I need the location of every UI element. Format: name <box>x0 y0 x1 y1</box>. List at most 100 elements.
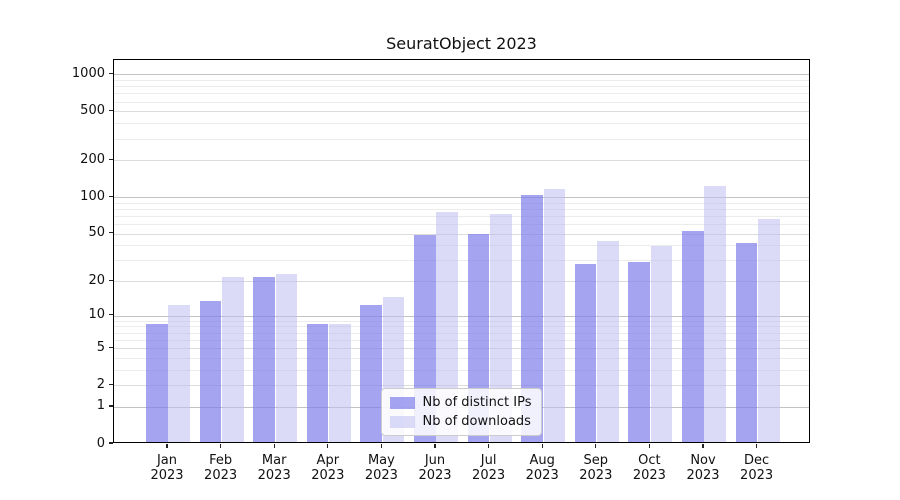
gridline-70 <box>114 215 809 217</box>
x-tick-mark-may <box>380 444 383 448</box>
gridline-4 <box>114 357 809 359</box>
bar-ips-aug <box>521 195 543 442</box>
bar-ips-feb <box>199 300 222 442</box>
bar-ips-dec <box>735 243 758 442</box>
x-tick-label-jan: Jan 2023 <box>150 453 184 483</box>
gridline-10 <box>114 315 809 317</box>
gridline-50 <box>114 233 809 235</box>
x-tick-mark-dec <box>756 444 758 448</box>
y-tick-label-1000: 1000 <box>71 65 105 81</box>
gridline-2 <box>114 385 809 387</box>
y-tick-mark-100 <box>109 195 113 197</box>
x-tick-mark-apr <box>327 444 329 448</box>
bar-ips-mar <box>253 276 275 442</box>
bar-downloads-sep <box>597 240 619 442</box>
y-tick-mark-1 <box>109 405 113 407</box>
x-tick-label-oct: Oct 2023 <box>632 453 666 483</box>
y-tick-mark-50 <box>109 232 113 234</box>
x-tick-label-aug: Aug 2023 <box>525 453 559 483</box>
gridline-60 <box>114 224 809 225</box>
x-tick-mark-jul <box>488 444 490 448</box>
y-tick-mark-5 <box>109 346 113 348</box>
x-tick-label-apr: Apr 2023 <box>311 453 345 483</box>
y-tick-label-200: 200 <box>80 151 105 167</box>
x-tick-mark-sep <box>595 444 597 448</box>
bar-downloads-jun <box>436 212 459 442</box>
bar-downloads-feb <box>222 276 244 442</box>
bar-ips-jan <box>145 324 168 442</box>
y-tick-label-100: 100 <box>80 188 105 204</box>
gridline-30 <box>114 260 809 262</box>
y-tick-label-2: 2 <box>96 376 105 392</box>
bar-downloads-jul <box>490 213 512 442</box>
gridline-8 <box>114 326 809 328</box>
x-tick-label-nov: Nov 2023 <box>686 453 720 483</box>
bar-ips-oct <box>628 261 650 442</box>
bar-ips-may <box>360 304 382 442</box>
y-tick-mark-200 <box>109 158 113 160</box>
bar-downloads-apr <box>329 324 351 442</box>
gridline-5 <box>114 348 809 350</box>
legend-label-downloads: Nb of downloads <box>422 414 531 429</box>
gridline-90 <box>114 202 809 204</box>
x-tick-mark-mar <box>273 444 275 448</box>
x-tick-label-dec: Dec 2023 <box>740 453 774 483</box>
plot-area: Nb of distinct IPs Nb of downloads <box>113 59 810 443</box>
gridline-700 <box>114 93 809 95</box>
bar-ips-nov <box>681 230 704 442</box>
y-tick-label-500: 500 <box>80 102 105 118</box>
x-tick-mark-jan <box>166 444 168 448</box>
bar-downloads-dec <box>758 218 780 442</box>
x-tick-mark-oct <box>648 444 651 448</box>
gridline-100 <box>114 197 809 199</box>
y-tick-mark-10 <box>109 314 113 316</box>
bar-downloads-jan <box>168 304 191 442</box>
y-tick-mark-1000 <box>109 72 113 74</box>
gridline-20 <box>114 281 809 283</box>
bar-ips-sep <box>574 263 597 442</box>
gridline-300 <box>114 138 809 140</box>
bar-ips-apr <box>306 324 329 442</box>
y-tick-mark-2 <box>109 383 113 385</box>
x-tick-label-jun: Jun 2023 <box>418 453 452 483</box>
bar-downloads-oct <box>650 246 673 442</box>
gridline-1000 <box>114 74 809 76</box>
x-tick-mark-nov <box>702 444 704 448</box>
gridline-3 <box>114 369 809 371</box>
gridline-80 <box>114 208 809 210</box>
x-tick-label-feb: Feb 2023 <box>204 453 238 483</box>
legend-row-ips: Nb of distinct IPs <box>389 395 532 410</box>
y-tick-label-10: 10 <box>88 307 105 323</box>
y-tick-mark-0 <box>109 442 113 444</box>
x-tick-mark-feb <box>220 444 222 448</box>
bar-downloads-aug <box>543 189 566 442</box>
gridline-200 <box>114 160 809 162</box>
gridline-9 <box>114 320 809 322</box>
y-tick-label-0: 0 <box>96 435 105 451</box>
gridline-40 <box>114 245 809 247</box>
bar-downloads-nov <box>704 186 727 442</box>
legend-row-downloads: Nb of downloads <box>389 414 532 429</box>
gridline-400 <box>114 123 809 125</box>
gridline-900 <box>114 80 809 81</box>
x-tick-mark-aug <box>541 444 543 448</box>
x-tick-label-may: May 2023 <box>364 453 398 483</box>
gridline-600 <box>114 101 809 103</box>
y-tick-label-20: 20 <box>88 272 105 288</box>
x-tick-mark-jun <box>434 444 436 448</box>
y-tick-label-5: 5 <box>96 339 105 355</box>
y-tick-mark-20 <box>109 279 113 281</box>
chart-title: SeuratObject 2023 <box>386 34 537 53</box>
y-tick-label-1: 1 <box>96 398 105 414</box>
gridline-7 <box>114 332 809 334</box>
y-tick-mark-500 <box>109 109 113 112</box>
bar-downloads-mar <box>275 274 298 442</box>
x-tick-label-sep: Sep 2023 <box>579 453 613 483</box>
gridline-500 <box>114 111 809 113</box>
legend-label-ips: Nb of distinct IPs <box>422 395 532 410</box>
gridline-6 <box>114 339 809 341</box>
gridline-800 <box>114 86 809 88</box>
legend-swatch-downloads <box>389 415 415 428</box>
x-tick-label-mar: Mar 2023 <box>257 453 291 483</box>
